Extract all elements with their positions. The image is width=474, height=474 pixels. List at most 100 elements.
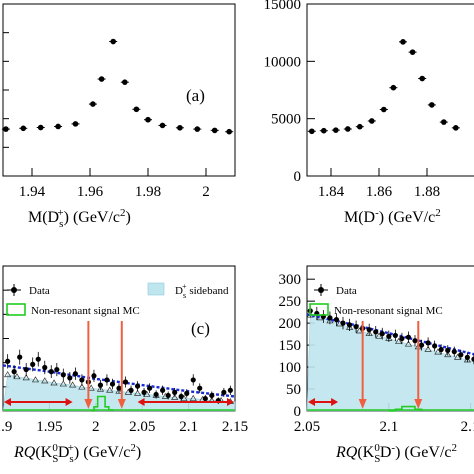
data-point [445,347,451,353]
legend-d-mc-swatch [309,303,329,316]
sideband-point [87,384,95,391]
x-tick-label: 2.1 [461,419,474,435]
panel-a-label: (a) [186,86,205,105]
data-point [400,39,406,45]
data-point [184,390,190,396]
y-tick-label: 15000 [264,0,302,13]
data-point [67,375,73,381]
signal-window-arrowhead [358,399,367,409]
data-point [160,387,166,393]
legend-mc-label: Non-resonant signal MC [31,305,140,317]
data-point [48,369,54,375]
data-point [429,102,435,108]
sideband-point [453,353,462,360]
data-point [366,327,372,333]
data-point [419,75,426,82]
data-point [122,79,128,85]
data-point [211,127,218,134]
sideband-range-arrowhead [137,398,145,406]
legend-data-marker [11,287,17,293]
panel-c-xlabel: RQ(KS0Ds+) (GeV/c2) [13,442,141,465]
x-tick-label: 1.96 [77,184,104,200]
data-point [227,387,233,393]
data-point [147,385,153,391]
x-tick-label: 2.05 [294,419,320,435]
legend-sideband-swatch [147,282,165,296]
data-point [90,101,96,107]
data-point [405,334,412,340]
data-point [381,106,387,113]
sideband-area [306,314,474,412]
sideband-point [96,385,105,392]
legend-sideband-label: Ds+ sideband [175,282,229,300]
data-point [333,317,340,323]
sideband-point [395,337,403,344]
sideband-point [375,332,383,339]
data-point [425,340,431,346]
x-tick-label: 2.1 [179,419,198,435]
panel-b-xlabel: M(D-) (GeV/c2 [344,207,441,226]
x-tick-label: 1.9 [0,419,12,435]
data-point [221,389,227,395]
x-tick-label: 2.15 [222,419,248,435]
data-point [91,373,97,379]
data-point [122,379,129,385]
sideband-point [50,379,58,386]
panel-d-legend: Data Non-resonant signal MC [309,284,443,317]
data-point [190,377,196,383]
y-tick-label: 10000 [264,54,302,70]
data-point [390,84,397,91]
sideband-range-arrowhead [227,398,234,406]
data-point [369,118,375,124]
data-point [20,125,27,132]
data-point [153,391,159,398]
data-point [165,392,171,399]
data-point [353,324,359,330]
data-point [134,383,141,389]
y-tick-label: 200 [279,316,302,332]
x-tick-label: 2 [92,419,100,435]
data-point [458,352,464,358]
data-point [409,49,416,55]
legend-mc-swatch [6,303,26,316]
data-point [3,126,9,132]
data-point [133,106,140,113]
data-point [345,126,351,132]
sideband-point [13,373,21,380]
data-point [327,315,333,321]
legend-d-data-label: Data [336,285,357,297]
sideband-point [355,327,363,334]
legend-d-data-marker [318,287,324,293]
data-point [333,127,339,133]
sideband-range-arrowhead [65,398,73,406]
sideband-point [31,376,40,383]
data-point [453,125,459,131]
panel-c-label: (c) [191,319,210,338]
fit-curve [2,364,236,398]
data-point [109,381,116,387]
signal-window-arrowhead [414,399,423,409]
x-tick-label: 1.98 [135,184,161,200]
data-point [464,354,470,360]
panel-d-xlabel: RQ(KS0D-) (GeV/c2 [335,442,457,465]
sideband-point [133,389,142,396]
data-point [309,128,315,135]
x-tick-label: 1.86 [366,184,393,200]
y-tick-label: 50 [286,382,301,398]
data-point [399,335,405,342]
data-point [321,127,327,134]
panel-a-plot: 1.94 1.96 1.98 2 [1,32,234,200]
sideband-range-arrowhead [308,398,315,406]
data-point [197,385,203,391]
data-point [159,122,166,129]
x-tick-label: 2 [202,184,210,200]
sideband-point [4,371,12,378]
data-point [72,371,78,377]
y-tick-label: 5000 [271,112,301,128]
data-point [60,372,66,378]
data-point [110,38,116,45]
data-point [30,361,36,367]
sideband-point [434,348,442,355]
panel-b-plot: 1.84 1.86 1.88 0 5000 10000 15000 [264,0,460,200]
